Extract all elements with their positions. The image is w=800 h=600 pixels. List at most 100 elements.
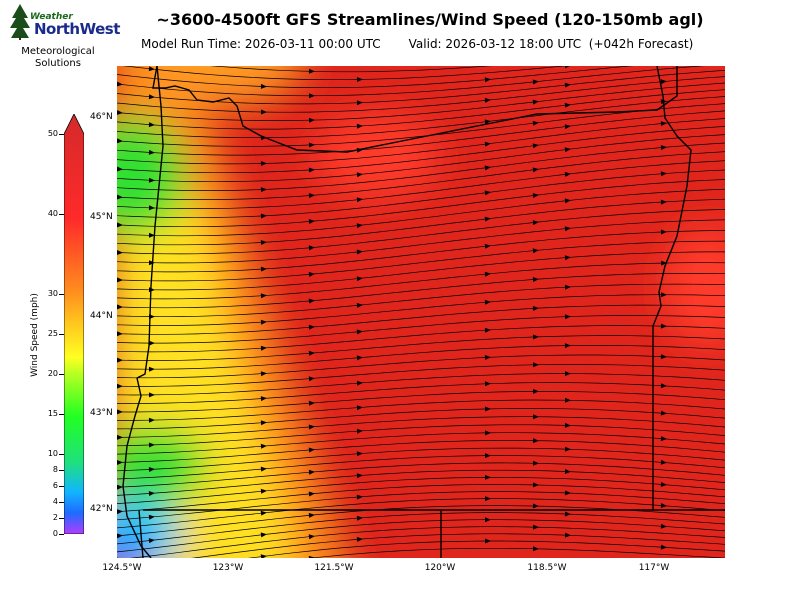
streamline-arrow xyxy=(484,77,491,83)
streamline-arrow xyxy=(484,97,491,103)
colorbar-tick-label: 2 xyxy=(52,513,58,522)
streamline-arrow xyxy=(484,271,491,277)
streamline-arrow xyxy=(260,187,267,193)
streamline-arrow xyxy=(148,442,155,448)
model-run-time: Model Run Time: 2026-03-11 00:00 UTC xyxy=(141,37,381,51)
streamline-arrow xyxy=(148,149,155,155)
streamline-arrow xyxy=(260,213,267,219)
streamline-arrow xyxy=(484,381,491,387)
streamline-arrow xyxy=(260,240,267,245)
streamline-arrow xyxy=(564,343,571,349)
streamline-arrow xyxy=(148,177,155,183)
streamline-arrow xyxy=(564,147,571,153)
streamline-arrow xyxy=(260,466,267,472)
streamline xyxy=(117,304,725,335)
streamline-arrows xyxy=(117,66,667,558)
colorbar-gradient xyxy=(64,114,84,534)
streamline-arrow xyxy=(117,357,123,363)
logo-brand-text: NorthWest xyxy=(34,20,120,38)
streamline-arrow xyxy=(532,460,539,466)
colorbar-tick-mark xyxy=(59,294,64,295)
lat-label-42: 42°N xyxy=(90,504,113,514)
streamline-arrow xyxy=(148,122,155,128)
streamline-arrow xyxy=(484,406,491,412)
streamline-arrow xyxy=(484,190,491,196)
streamline-arrow xyxy=(117,509,123,515)
streamline-arrow xyxy=(564,124,571,130)
streamline-arrow xyxy=(260,345,267,351)
streamline-arrow xyxy=(484,496,491,502)
streamline-arrow xyxy=(148,232,155,238)
streamline-arrow xyxy=(564,490,571,496)
streamline xyxy=(117,89,725,130)
streamline-arrow xyxy=(308,167,315,173)
streamline-arrow xyxy=(117,484,123,490)
colorbar-tick-label: 15 xyxy=(47,409,58,418)
page-title: ~3600-4500ft GFS Streamlines/Wind Speed … xyxy=(156,10,704,29)
streamline xyxy=(117,96,725,139)
streamline-arrow xyxy=(660,121,667,127)
streamline-arrow xyxy=(308,376,315,382)
streamline-arrow xyxy=(260,371,267,377)
oregon-coastline xyxy=(122,66,164,558)
streamline xyxy=(117,66,705,97)
streamline-arrow xyxy=(308,271,315,277)
streamline-arrow xyxy=(356,473,363,479)
streamline xyxy=(117,382,725,404)
lon-label-120: 120°W xyxy=(424,563,456,573)
streamline xyxy=(117,469,725,496)
streamline-arrow xyxy=(117,222,123,228)
colorbar-tick-mark xyxy=(59,134,64,135)
borders xyxy=(122,66,725,558)
lat-label-44: 44°N xyxy=(90,311,113,321)
streamline-arrow xyxy=(532,334,539,340)
streamline-arrow xyxy=(148,514,155,520)
streamline-arrow xyxy=(660,503,667,508)
streamline-arrow xyxy=(117,383,123,389)
streamline-arrow xyxy=(308,93,315,99)
oregon-california-nevada-border xyxy=(138,509,725,558)
streamline-arrow xyxy=(532,277,539,282)
streamline-arrow xyxy=(484,243,491,249)
colorbar-tick-mark xyxy=(59,214,64,215)
streamline xyxy=(117,335,725,361)
streamline-arrow xyxy=(149,340,155,346)
streamline-arrow xyxy=(532,482,539,488)
streamline-arrow xyxy=(660,436,667,442)
colorbar-tick-mark xyxy=(59,518,64,519)
streamline xyxy=(117,447,725,472)
streamline xyxy=(117,198,725,246)
streamline-arrow xyxy=(564,532,571,538)
streamline xyxy=(117,424,725,447)
colorbar-tick-label: 8 xyxy=(52,465,58,474)
colorbar-tick-label: 4 xyxy=(52,497,58,506)
subtitle: Model Run Time: 2026-03-11 00:00 UTC Vali… xyxy=(141,37,693,51)
streamline-arrow xyxy=(564,371,571,377)
lon-label-117: 117°W xyxy=(638,563,670,573)
streamline xyxy=(117,82,725,121)
streamline-arrow xyxy=(356,355,363,361)
streamline-arrow xyxy=(356,197,363,203)
streamline-arrow xyxy=(532,99,539,105)
streamline xyxy=(117,169,725,219)
lat-label-43: 43°N xyxy=(90,408,113,418)
colorbar-tick-label: 50 xyxy=(47,129,58,138)
streamline-arrow xyxy=(117,434,123,440)
colorbar-label: Wind Speed (mph) xyxy=(30,293,40,377)
streamline-arrow xyxy=(308,555,315,558)
streamline xyxy=(117,209,725,255)
streamline-arrow xyxy=(308,469,315,475)
streamline-arrow xyxy=(532,362,539,368)
streamline-arrow xyxy=(308,491,315,497)
streamline-arrow xyxy=(356,428,363,434)
streamline xyxy=(117,69,725,105)
streamline xyxy=(117,118,725,165)
streamline-arrow xyxy=(660,79,667,85)
streamline-arrow xyxy=(564,422,571,428)
streamline-arrow xyxy=(564,255,571,261)
lat-label-45: 45°N xyxy=(90,212,113,222)
streamline-arrow xyxy=(260,83,267,89)
colorbar-tick-label: 40 xyxy=(47,209,58,218)
streamline-arrow xyxy=(117,304,123,310)
streamline-arrow xyxy=(117,409,123,415)
